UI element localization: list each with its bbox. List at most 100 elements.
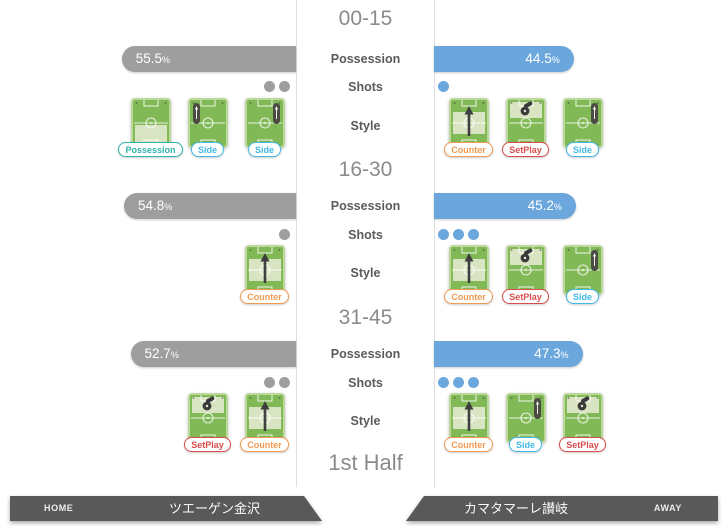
setplay-pitch-icon (505, 245, 546, 295)
style-item: SetPlay (497, 245, 554, 304)
away-banner-ribbon: カマタマーレ讃岐 AWAY (406, 496, 718, 521)
setplay-pitch-icon (562, 393, 603, 443)
side-right-pitch-icon (505, 393, 546, 443)
style-icons-home: SetPlay Counter (179, 393, 293, 452)
shot-dot (279, 229, 290, 240)
possession-bar-home: 52.7% (130, 341, 296, 367)
shots-dots-away (438, 377, 479, 388)
shot-dot (264, 81, 275, 92)
style-label: Side (190, 142, 224, 157)
side-right-pitch-icon (244, 98, 285, 148)
percent-sign: % (162, 55, 171, 65)
time-period-label: 00-15 (338, 7, 393, 30)
style-label: Side (247, 142, 281, 157)
shots-dots-home (264, 81, 290, 92)
possession-percent-value: 47.3 (534, 346, 561, 361)
style-label: Side (565, 289, 599, 304)
counter-pitch-icon (244, 245, 285, 295)
side-right-pitch-icon (562, 98, 603, 148)
setplay-pitch-icon (505, 98, 546, 148)
style-label: Possession (118, 142, 183, 157)
style-item: Side (554, 98, 611, 157)
row-label-style: Style (350, 414, 381, 428)
shots-dots-away (438, 81, 449, 92)
possession-bar-home: 55.5% (121, 46, 296, 72)
row-label-style: Style (350, 119, 381, 133)
half-label: 1st Half (328, 450, 403, 475)
shot-dot (468, 377, 479, 388)
style-item: Counter (440, 393, 497, 452)
percent-sign: % (551, 55, 560, 65)
style-label: SetPlay (502, 142, 549, 157)
style-item: Side (497, 393, 554, 452)
percent-sign: % (553, 202, 562, 212)
counter-pitch-icon (244, 393, 285, 443)
possession-percent-value: 55.5 (135, 51, 163, 66)
possession-percent-value: 44.5 (525, 51, 552, 66)
style-label: Side (565, 142, 599, 157)
shot-dot (264, 377, 275, 388)
time-period-label: 31-45 (338, 306, 393, 329)
possession-bar-away: 47.3% (434, 341, 583, 367)
style-label: SetPlay (502, 289, 549, 304)
style-item: SetPlay (497, 98, 554, 157)
away-tag: AWAY (653, 503, 682, 513)
row-label-possession: Possession (330, 52, 401, 66)
shot-dot (438, 377, 449, 388)
counter-pitch-icon (448, 393, 489, 443)
percent-sign: % (560, 350, 569, 360)
style-label: Counter (444, 289, 493, 304)
side-right-pitch-icon (562, 245, 603, 295)
row-label-style: Style (350, 266, 381, 280)
side-left-pitch-icon (187, 98, 228, 148)
row-label-possession: Possession (330, 347, 401, 361)
style-item: Side (179, 98, 236, 157)
style-icons-away: Counter Side SetPlay (440, 393, 611, 452)
counter-pitch-icon (448, 245, 489, 295)
style-item: SetPlay (179, 393, 236, 452)
style-label: Counter (240, 289, 289, 304)
row-label-shots: Shots (348, 376, 383, 390)
home-tag: HOME (44, 503, 74, 513)
home-team-name: ツエーゲン金沢 (168, 501, 260, 516)
time-period-label: 16-30 (338, 158, 393, 181)
style-icons-away: Counter SetPlay Side (440, 98, 611, 157)
possession-percent-value: 45.2 (527, 198, 554, 213)
style-label: SetPlay (184, 437, 231, 452)
style-item: SetPlay (554, 393, 611, 452)
possession-bar-away: 44.5% (434, 46, 574, 72)
home-footer-banner: HOME ツエーゲン金沢 (10, 496, 322, 521)
row-label-shots: Shots (348, 228, 383, 242)
style-item: Counter (440, 245, 497, 304)
shot-dot (438, 229, 449, 240)
shot-dot (453, 377, 464, 388)
style-item: Side (236, 98, 293, 157)
shots-dots-away (438, 229, 479, 240)
style-icons-away: Counter SetPlay Side (440, 245, 611, 304)
style-icons-home: Counter (236, 245, 293, 304)
style-label: Counter (444, 142, 493, 157)
possession-bar-away: 45.2% (434, 193, 576, 219)
possession-percent-value: 54.8 (137, 198, 165, 213)
style-label: SetPlay (559, 437, 606, 452)
possession-percent-value: 52.7 (144, 346, 171, 361)
style-item: Side (554, 245, 611, 304)
percent-sign: % (170, 350, 179, 360)
style-item: Counter (236, 245, 293, 304)
style-label: Side (508, 437, 542, 452)
style-item: Possession (118, 98, 183, 157)
row-label-possession: Possession (330, 199, 401, 213)
row-label-shots: Shots (348, 80, 383, 94)
style-label: Counter (240, 437, 289, 452)
counter-pitch-icon (448, 98, 489, 148)
shots-dots-home (264, 377, 290, 388)
style-label: Counter (444, 437, 493, 452)
shot-dot (438, 81, 449, 92)
possession-pitch-icon (130, 98, 171, 148)
style-icons-home: Possession Side Side (118, 98, 293, 157)
shot-dot (453, 229, 464, 240)
away-footer-banner: カマタマーレ讃岐 AWAY (406, 496, 718, 521)
percent-sign: % (164, 202, 173, 212)
away-team-name: カマタマーレ讃岐 (464, 501, 569, 516)
